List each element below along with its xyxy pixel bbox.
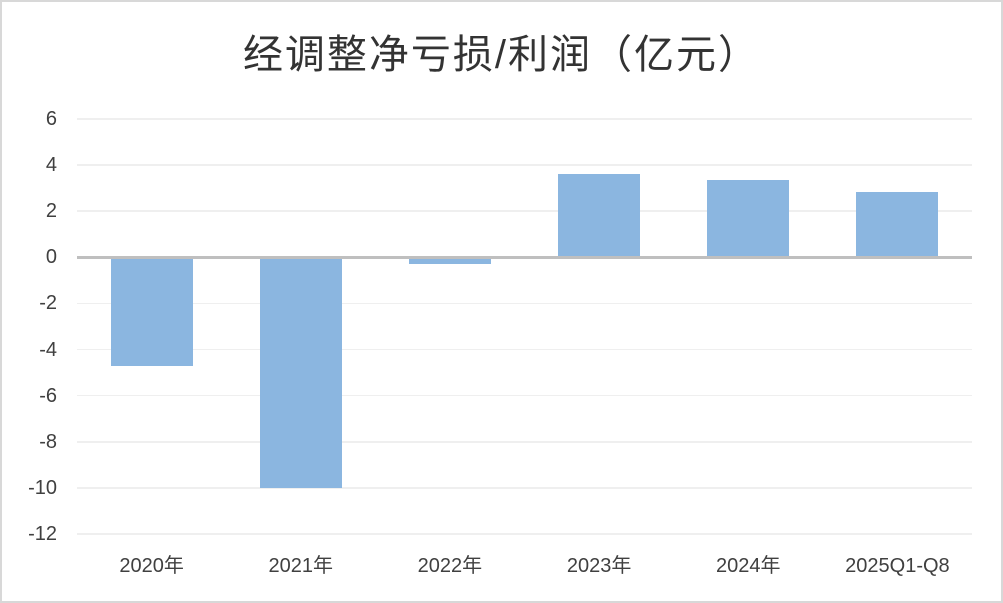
gridline [77,394,972,397]
bar-2023年 [558,174,641,258]
y-axis-tick-label: -6 [39,384,57,407]
y-axis-tick-label: 0 [45,246,57,269]
gridline [77,210,972,212]
x-axis-tick-label: 2022年 [417,555,483,577]
y-axis-tick-label: 6 [45,108,57,130]
gridline [77,164,972,166]
x-axis-tick-label: 2025Q1-Q8 [845,555,950,577]
gridline [77,348,972,351]
zero-axis-line [77,255,972,259]
x-axis-tick-label: 2023年 [566,555,632,577]
gridline [77,487,972,489]
gridline [77,302,972,305]
plot-area [77,118,972,535]
gridline [77,441,972,443]
y-axis-tick-label: -12 [28,523,57,545]
y-axis-tick-label: 2 [45,200,57,223]
y-axis-tick-label: 4 [45,154,57,177]
x-axis-tick-label: 2024年 [715,555,781,577]
y-axis-tick-label: -2 [39,292,57,315]
bar-2021年 [259,257,342,488]
chart-title: 经调整净亏损/利润（亿元） [242,33,761,77]
x-axis-tick-label: 2021年 [268,555,333,577]
gridline [77,118,972,120]
y-axis-tick-label: -4 [39,338,57,361]
bar-2025Q1-Q8 [856,191,939,258]
bar-2022年 [408,257,491,265]
x-axis-tick-label: 2020年 [119,555,184,577]
gridline [77,533,972,535]
bar-2020年 [110,257,193,366]
bar-2024年 [707,180,790,258]
y-axis-tick-label: -8 [39,430,57,453]
y-axis-tick-label: -10 [28,476,57,499]
